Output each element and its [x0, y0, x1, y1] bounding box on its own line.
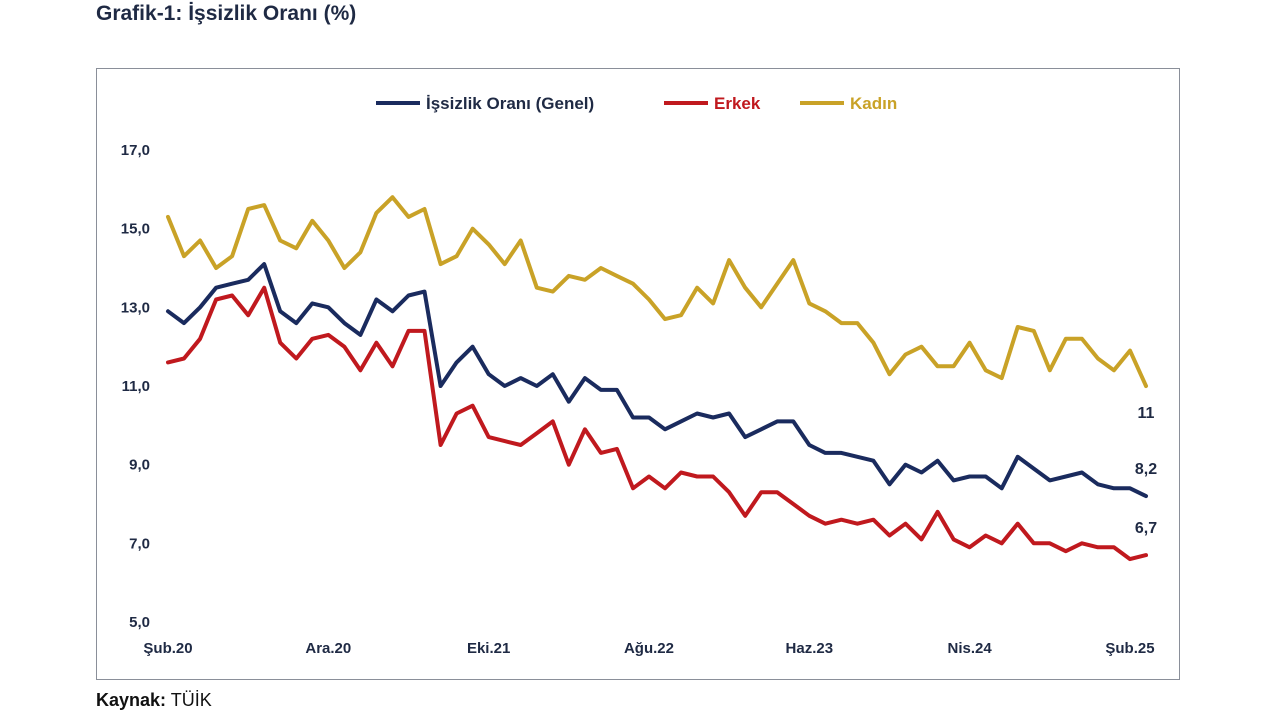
- x-tick-label: Haz.23: [786, 640, 834, 657]
- y-tick-label: 9,0: [129, 457, 150, 474]
- source-note: Kaynak: TÜİK: [96, 690, 212, 711]
- y-tick-label: 13,0: [121, 299, 150, 316]
- x-tick-label: Ağu.22: [624, 640, 674, 657]
- x-tick-label: Nis.24: [948, 640, 993, 657]
- end-label-genel: 8,2: [1135, 461, 1157, 478]
- end-label-erkek: 6,7: [1135, 520, 1157, 537]
- chart-legend: İşsizlik Oranı (Genel) Erkek Kadın: [376, 94, 897, 113]
- end-label-kadin: 11: [1138, 405, 1155, 422]
- x-tick-label: Ara.20: [305, 640, 351, 657]
- legend-label-erkek: Erkek: [714, 94, 761, 113]
- series-line-erkek: [166, 285, 1148, 562]
- y-tick-label: 7,0: [129, 535, 150, 552]
- legend-label-kadin: Kadın: [850, 94, 897, 113]
- y-tick-label: 15,0: [121, 221, 150, 238]
- end-labels: 11 8,2 6,7: [1135, 405, 1157, 537]
- y-tick-label: 17,0: [121, 142, 150, 159]
- source-value: TÜİK: [170, 690, 212, 710]
- series-group: [166, 195, 1148, 562]
- y-tick-label: 5,0: [129, 614, 150, 631]
- series-line-genel: [166, 262, 1148, 499]
- series-line-kadin: [166, 195, 1148, 388]
- y-axis: 17,0 15,0 13,0 11,0 9,0 7,0 5,0: [121, 142, 150, 631]
- legend-label-genel: İşsizlik Oranı (Genel): [426, 94, 594, 113]
- x-axis: Şub.20 Ara.20 Eki.21 Ağu.22 Haz.23 Nis.24 Şub.…: [143, 640, 1154, 657]
- page-title: Grafik-1: İşsizlik Oranı (%): [96, 2, 357, 25]
- x-tick-label: Eki.21: [467, 640, 510, 657]
- y-tick-label: 11,0: [122, 378, 150, 395]
- chart-frame: [96, 68, 1180, 680]
- source-label: Kaynak:: [96, 690, 167, 710]
- x-tick-label: Şub.20: [143, 640, 192, 657]
- x-tick-label: Şub.25: [1105, 640, 1154, 657]
